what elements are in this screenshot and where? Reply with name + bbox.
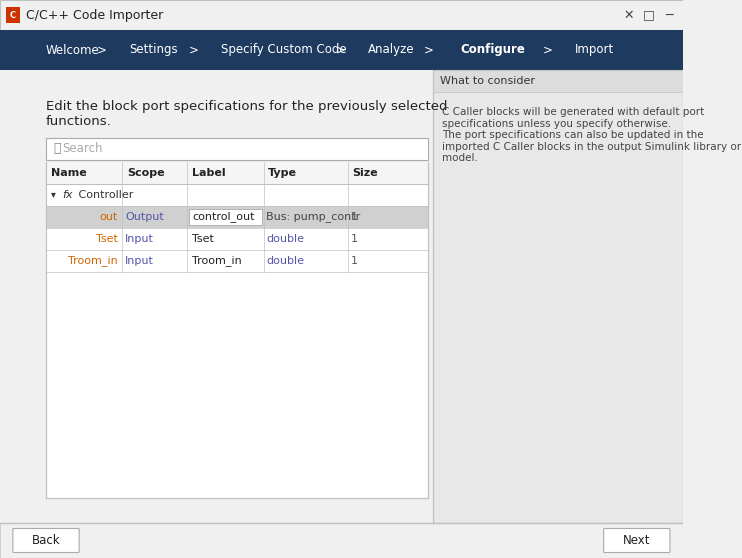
Text: Bus: pump_contr: Bus: pump_contr bbox=[266, 211, 361, 223]
Text: ▾: ▾ bbox=[50, 190, 62, 200]
Text: C Caller blocks will be generated with default port
specifications unless you sp: C Caller blocks will be generated with d… bbox=[441, 107, 741, 163]
Text: fx: fx bbox=[62, 190, 73, 200]
Bar bbox=[46, 250, 428, 272]
Text: Input: Input bbox=[125, 256, 154, 266]
Bar bbox=[433, 70, 683, 523]
Text: Input: Input bbox=[125, 234, 154, 244]
Text: Controller: Controller bbox=[76, 190, 134, 200]
Text: Scope: Scope bbox=[127, 168, 165, 178]
Text: control_out: control_out bbox=[192, 211, 255, 223]
Text: Next: Next bbox=[623, 534, 651, 547]
Bar bbox=[0, 30, 683, 70]
Text: Specify Custom Code: Specify Custom Code bbox=[221, 44, 347, 56]
Text: ⌕: ⌕ bbox=[53, 142, 61, 156]
Bar bbox=[433, 70, 683, 92]
Text: >: > bbox=[423, 44, 433, 56]
Bar bbox=[46, 228, 428, 250]
Text: >: > bbox=[96, 44, 107, 56]
Text: Analyze: Analyze bbox=[368, 44, 415, 56]
Text: □: □ bbox=[643, 8, 654, 22]
Text: Configure: Configure bbox=[460, 44, 525, 56]
Bar bbox=[46, 184, 428, 206]
Text: Type: Type bbox=[269, 168, 298, 178]
Text: >: > bbox=[543, 44, 553, 56]
Text: >: > bbox=[188, 44, 199, 56]
Text: Troom_in: Troom_in bbox=[68, 256, 118, 267]
Text: >: > bbox=[336, 44, 346, 56]
Bar bbox=[0, 0, 683, 30]
Text: Troom_in: Troom_in bbox=[192, 256, 242, 267]
Bar bbox=[46, 162, 428, 498]
Text: Back: Back bbox=[32, 534, 60, 547]
Bar bbox=[46, 206, 428, 228]
Text: double: double bbox=[266, 256, 304, 266]
Text: ✕: ✕ bbox=[623, 8, 634, 22]
Text: 1: 1 bbox=[350, 256, 358, 266]
Text: C/C++ Code Importer: C/C++ Code Importer bbox=[26, 8, 163, 22]
Text: Tset: Tset bbox=[96, 234, 118, 244]
Bar bbox=[46, 138, 428, 160]
Text: Edit the block port specifications for the previously selected
functions.: Edit the block port specifications for t… bbox=[46, 100, 447, 128]
Text: Name: Name bbox=[50, 168, 86, 178]
Text: Tset: Tset bbox=[192, 234, 214, 244]
Bar bbox=[46, 162, 428, 184]
Text: Size: Size bbox=[352, 168, 378, 178]
Text: Search: Search bbox=[62, 142, 103, 156]
Bar bbox=[0, 523, 683, 558]
Text: out: out bbox=[99, 212, 118, 222]
Text: C: C bbox=[10, 11, 16, 20]
Text: Welcome: Welcome bbox=[46, 44, 99, 56]
Text: double: double bbox=[266, 234, 304, 244]
FancyBboxPatch shape bbox=[604, 528, 670, 552]
Text: What to consider: What to consider bbox=[440, 76, 535, 86]
Text: ─: ─ bbox=[666, 8, 673, 22]
Text: Import: Import bbox=[575, 44, 614, 56]
Text: Label: Label bbox=[192, 168, 226, 178]
Text: 1: 1 bbox=[350, 212, 358, 222]
Text: 1: 1 bbox=[350, 234, 358, 244]
Text: Output: Output bbox=[125, 212, 164, 222]
Bar bbox=[5, 7, 20, 23]
Bar bbox=[189, 209, 262, 225]
FancyBboxPatch shape bbox=[13, 528, 79, 552]
Text: Settings: Settings bbox=[129, 44, 177, 56]
